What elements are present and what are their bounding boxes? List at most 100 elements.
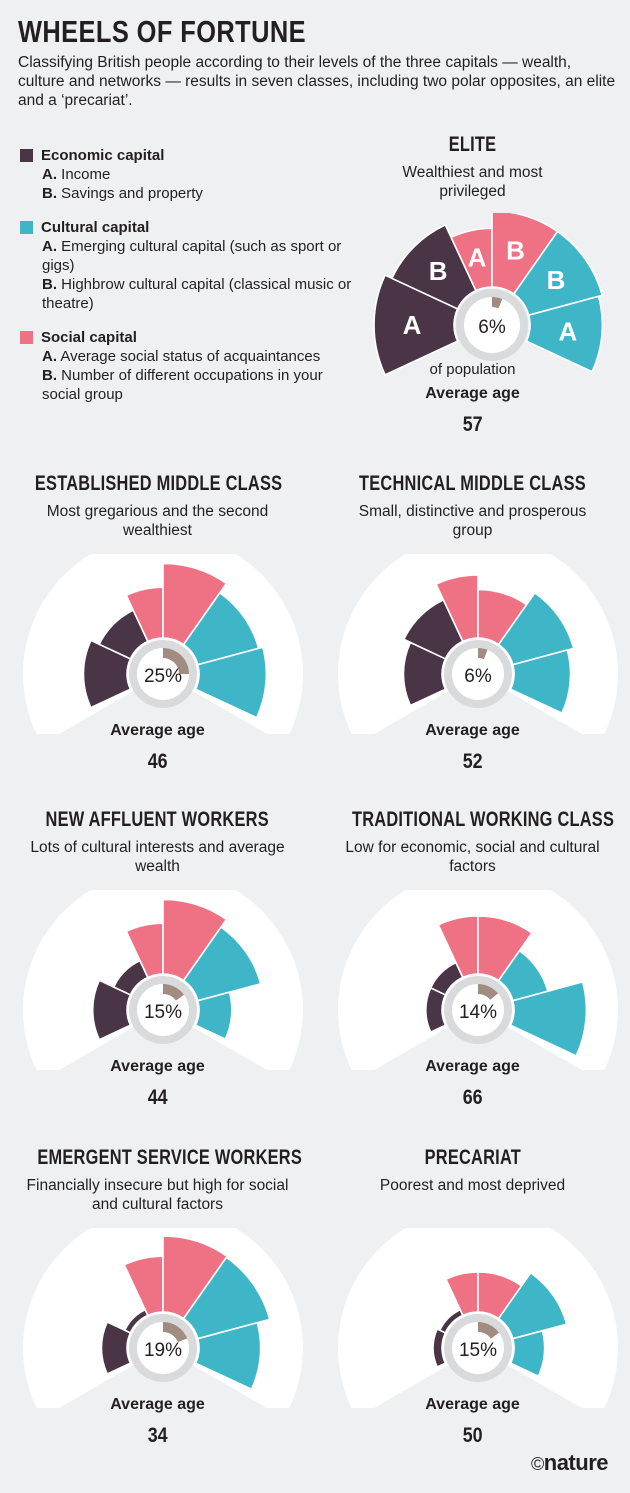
- segment-cultural-b: [525, 295, 604, 373]
- average-age-value: 34: [0, 1424, 315, 1448]
- class-description: Low for economic, social and cultural fa…: [345, 839, 600, 875]
- class-name: PRECARIAT: [315, 1146, 630, 1170]
- population-percent: 15%: [144, 1002, 182, 1023]
- class-name: ELITE: [315, 133, 630, 157]
- population-percent: 25%: [144, 666, 182, 687]
- class-name: ESTABLISHED MIDDLE CLASS: [0, 472, 315, 496]
- segment-cultural-b: [509, 1329, 546, 1378]
- segment-social-b: [162, 562, 228, 646]
- segment-cultural-a: [512, 230, 604, 317]
- legend-swatch: [20, 330, 33, 344]
- nature-credit: ©nature: [531, 1450, 609, 1476]
- segment-cultural-a: [182, 925, 262, 1002]
- legend-item-text: Income: [57, 166, 111, 183]
- wheel-chart-container: 14%: [315, 869, 630, 1080]
- legend-item-key: A.: [42, 166, 57, 183]
- wheel-chart: 25%: [23, 533, 304, 744]
- segment-letter: B: [506, 236, 525, 266]
- legend-swatch: [20, 220, 33, 234]
- wheel-chart-container: 19%: [0, 1207, 315, 1418]
- legend-heading: Cultural capital: [20, 217, 360, 237]
- population-share-arc: [478, 984, 498, 1000]
- segment-social-b: [477, 915, 534, 982]
- legend-item: A. Income: [42, 165, 360, 184]
- wheel-chart: 14%: [338, 869, 618, 1080]
- segment-cultural-a: [497, 591, 575, 666]
- wheel-background: [338, 1207, 618, 1418]
- segment-economic-a: [91, 979, 132, 1041]
- legend-label: Social capital: [41, 328, 137, 346]
- average-age-label: Average age: [425, 1058, 520, 1075]
- average-age-number: 57: [462, 413, 483, 436]
- population-share-arc: [163, 1322, 188, 1343]
- segment-cultural-a: [182, 591, 260, 666]
- legend-item-key: B.: [42, 367, 57, 384]
- wheel-chart-container: 6%: [315, 533, 630, 744]
- class-panel: TECHNICAL MIDDLE CLASS Small, distinctive…: [315, 472, 630, 802]
- legend-heading: Economic capital: [20, 145, 360, 165]
- wheel-chart: 15%: [338, 1207, 618, 1418]
- class-name-text: PRECARIAT: [424, 1146, 521, 1169]
- average-age-label: Average age: [110, 1058, 205, 1075]
- legend-group-2: Social capital A. Average social status o…: [20, 327, 360, 404]
- average-age-label: Average age: [110, 1396, 205, 1413]
- segment-economic-a: [424, 986, 447, 1034]
- segment-economic-a: [432, 1327, 447, 1369]
- population-share-arc: [478, 1322, 499, 1339]
- population-percent: 15%: [459, 1340, 497, 1361]
- segment-economic-a: [82, 639, 132, 709]
- segment-cultural-a: [497, 1271, 568, 1340]
- class-name-text: ESTABLISHED MIDDLE CLASS: [34, 472, 283, 495]
- segment-social-b: [162, 898, 228, 982]
- population-caption: of population: [429, 361, 516, 378]
- segment-cultural-b: [194, 991, 233, 1041]
- wheel-chart: 19%: [23, 1207, 304, 1418]
- class-name-text: EMERGENT SERVICE WORKERS: [37, 1146, 303, 1169]
- population-percent: 6%: [478, 317, 506, 338]
- class-description: Poorest and most deprived: [379, 1177, 566, 1194]
- wheel-chart: 15%: [23, 869, 304, 1080]
- class-panel: PRECARIAT Poorest and most deprived 15% Ave…: [315, 1146, 630, 1476]
- average-age-number: 44: [147, 1086, 168, 1109]
- segment-letter: B: [429, 256, 448, 286]
- legend-item-text: Savings and property: [57, 185, 203, 202]
- segment-cultural-b: [509, 980, 588, 1057]
- legend-item-key: B.: [42, 276, 57, 293]
- class-panel: NEW AFFLUENT WORKERS Lots of cultural int…: [0, 808, 315, 1138]
- segment-social-a: [435, 574, 479, 643]
- segment-cultural-a: [182, 1256, 271, 1340]
- population-percent: 6%: [464, 666, 492, 687]
- average-age-label: Average age: [110, 722, 205, 739]
- legend-label: Cultural capital: [41, 218, 150, 236]
- legend-item-text: Emerging cultural capital (such as sport…: [42, 238, 342, 274]
- average-age-number: 34: [147, 1424, 168, 1447]
- legend-item-key: A.: [42, 238, 57, 255]
- average-age-value: 52: [315, 750, 630, 774]
- average-age-number: 66: [462, 1086, 483, 1109]
- legend-item: B. Highbrow cultural capital (classical …: [42, 275, 360, 313]
- class-name-text: NEW AFFLUENT WORKERS: [45, 808, 270, 831]
- segment-letter: A: [559, 317, 578, 347]
- legend-heading: Social capital: [20, 327, 360, 347]
- segment-social-b: [162, 1235, 229, 1320]
- wheel-chart-container: 15%: [315, 1207, 630, 1418]
- wheel-hub-center: [452, 648, 504, 700]
- wheel-chart-container: A B A B B A 6%: [315, 209, 630, 388]
- segment-cultural-b: [194, 1321, 262, 1391]
- average-age-label: Average age: [425, 722, 520, 739]
- legend-item: B. Number of different occupations in yo…: [42, 366, 360, 404]
- class-panel: TRADITIONAL WORKING CLASS Low for economi…: [315, 808, 630, 1138]
- class-description: Lots of cultural interests and average w…: [30, 839, 285, 875]
- wheel-chart: 6%: [338, 533, 618, 744]
- segment-letter: B: [547, 265, 566, 295]
- population-share-arc: [492, 297, 503, 309]
- class-name: EMERGENT SERVICE WORKERS: [0, 1146, 315, 1170]
- wheel-chart-container: 25%: [0, 533, 315, 744]
- class-name-text: TRADITIONAL WORKING CLASS: [351, 808, 615, 831]
- segment-economic-a: [402, 641, 447, 707]
- credit-text: nature: [543, 1450, 609, 1475]
- legend-item-key: B.: [42, 185, 57, 202]
- class-description: Wealthiest and most privileged: [402, 164, 543, 200]
- population-percent: 14%: [459, 1002, 497, 1023]
- average-age-number: 46: [147, 750, 168, 773]
